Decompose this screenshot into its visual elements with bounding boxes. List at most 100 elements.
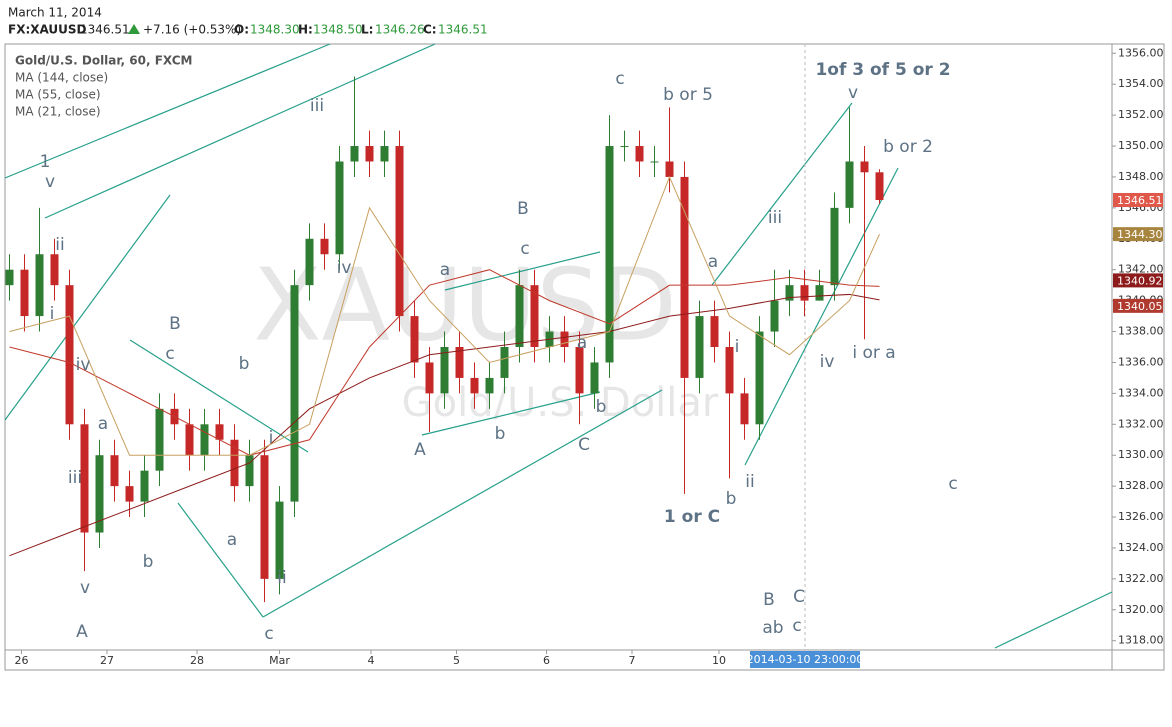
wave-label: b (726, 489, 737, 509)
wave-label: B (169, 314, 181, 334)
wave-label: A (414, 440, 426, 460)
wave-label: v (848, 83, 858, 103)
chart-frame (4, 43, 1165, 671)
y-tick-label: 1352.00 (1118, 108, 1164, 121)
candle-body (110, 455, 119, 487)
open-value: 1348.30 (250, 23, 300, 37)
candle-body (590, 362, 599, 394)
x-tick-label: 27 (100, 654, 114, 667)
price-tag (1113, 273, 1163, 288)
wave-label: a (577, 333, 587, 353)
candle-body (50, 254, 59, 286)
candle-body (530, 285, 539, 347)
wave-label: iv (76, 355, 91, 375)
chart-title: Gold/U.S. Dollar, 60, FXCM (15, 54, 193, 68)
high-label: H: (298, 23, 313, 37)
candle-body (620, 146, 629, 148)
legend-entry: MA (144, close) (15, 71, 108, 85)
wave-label: B (517, 199, 529, 219)
date: March 11, 2014 (8, 6, 102, 20)
ma-line (9, 293, 880, 557)
y-tick-label: 1332.00 (1118, 417, 1164, 430)
candle-body (455, 347, 464, 378)
candle-body (95, 455, 104, 533)
price-tag-label: 1340.05 (1117, 300, 1163, 313)
candle-body (770, 300, 779, 332)
wave-label: b (596, 397, 607, 417)
y-tick-label: 1338.00 (1118, 325, 1164, 338)
close-value: 1346.51 (438, 23, 488, 37)
candle-body (410, 316, 419, 363)
candle-body (35, 254, 44, 317)
price-tag-label: 1346.51 (1117, 194, 1163, 207)
wave-label: c (165, 344, 174, 364)
y-tick-label: 1354.00 (1118, 77, 1164, 90)
candle-body (125, 486, 134, 502)
candle-body (335, 161, 344, 255)
wave-label: 1 (40, 152, 51, 172)
crosshair-tag (750, 651, 860, 668)
y-tick-label: 1328.00 (1118, 479, 1164, 492)
wave-label: v (45, 172, 55, 192)
y-tick-label: 1322.00 (1118, 572, 1164, 585)
wave-label: ii (277, 568, 286, 588)
trend-line (421, 391, 601, 436)
low-value: 1346.26 (375, 23, 425, 37)
change: +7.16 (+0.53%) (143, 23, 241, 37)
trend-line (4, 194, 171, 421)
price-tag-label: 1340.92 (1117, 274, 1163, 287)
candle-body (875, 172, 884, 200)
wave-label: ab (762, 618, 783, 638)
candle-body (755, 331, 764, 425)
trend-line (262, 389, 663, 618)
price-tag (1113, 192, 1163, 207)
legend-entry: MA (55, close) (15, 88, 101, 102)
wave-label: a (440, 260, 450, 280)
trend-line (744, 167, 899, 466)
candle-body (185, 424, 194, 456)
wave-label: iii (310, 96, 324, 116)
candle-body (800, 285, 809, 301)
candle-body (320, 238, 329, 255)
wave-label: b (239, 354, 250, 374)
candle-body (380, 146, 389, 162)
candle-body (155, 408, 164, 471)
plot (5, 76, 884, 603)
y-tick-label: 1330.00 (1118, 448, 1164, 461)
candle-body (845, 161, 854, 208)
y-tick-label: 1318.00 (1118, 634, 1164, 647)
wave-label: b (495, 424, 506, 444)
x-tick-label: Mar (269, 654, 290, 667)
price-tag (1113, 227, 1163, 242)
symbol: FX:XAUUSD (8, 23, 87, 37)
candle-body (860, 161, 869, 173)
wave-label: c (948, 474, 957, 494)
y-tick-label: 1334.00 (1118, 386, 1164, 399)
wave-label: 1of 3 of 5 or 2 (815, 60, 950, 80)
trend-line (177, 502, 264, 618)
x-tick-label: 6 (543, 654, 550, 667)
x-tick-label: 28 (190, 654, 204, 667)
wave-label: iv (337, 258, 352, 278)
ma-line (9, 175, 880, 456)
y-tick-label: 1356.00 (1118, 46, 1164, 59)
candle-body (515, 285, 524, 347)
wave-label: b or 2 (883, 137, 933, 157)
wave-label: C (578, 435, 590, 455)
candle-body (80, 424, 89, 533)
wave-label: i (50, 304, 55, 324)
y-tick-label: 1342.00 (1118, 263, 1164, 276)
candle-body (650, 161, 659, 163)
low-label: L: (361, 23, 373, 37)
candle-body (695, 316, 704, 378)
wave-label: 1 or C (664, 507, 720, 527)
candle-body (20, 269, 29, 317)
candle-body (365, 146, 374, 162)
wave-label: B (763, 590, 775, 610)
y-tick-label: 1348.00 (1118, 170, 1164, 183)
candle-body (500, 347, 509, 378)
trend-line (4, 43, 331, 179)
candle-body (830, 207, 839, 286)
